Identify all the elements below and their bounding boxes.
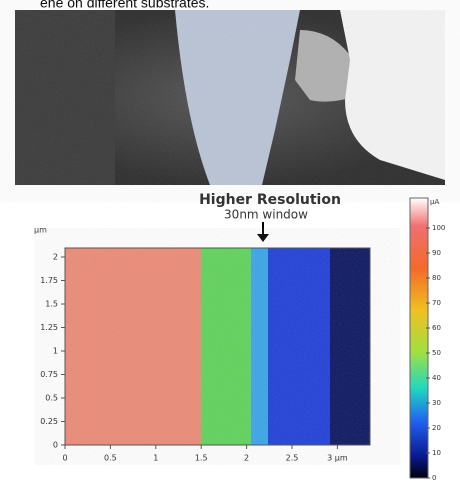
colorbar-tick-label: 70 <box>432 299 441 307</box>
y-tick-label: 2 <box>53 253 58 262</box>
arrow <box>257 222 269 242</box>
caption-fragment: ene on different substrates. <box>40 0 209 11</box>
x-tick-label: 0.5 <box>104 454 117 463</box>
y-tick-label: 1.5 <box>45 300 58 309</box>
x-tick-label: 1 <box>153 454 158 463</box>
colorbar-tick-label: 20 <box>432 424 441 432</box>
colorbar-tick-label: 90 <box>432 249 441 257</box>
x-tick-label: 0 <box>62 454 67 463</box>
colorbar-unit: μA <box>430 198 439 206</box>
colorbar-tick-label: 80 <box>432 274 441 282</box>
colorbar-tick-label: 10 <box>432 449 441 457</box>
colorbar-tick-label: 50 <box>432 349 441 357</box>
x-tick-label: 2 <box>244 454 249 463</box>
colorbar-tick-label: 40 <box>432 374 441 382</box>
colorbar <box>409 197 429 479</box>
y-tick-label: 1 <box>53 347 58 356</box>
y-tick-label: 0.75 <box>40 370 58 379</box>
y-tick-label: 0.25 <box>40 417 58 426</box>
x-tick-label: 3 μm <box>327 454 348 463</box>
y-tick-label: 1.75 <box>40 276 58 285</box>
colorbar-tick-label: 30 <box>432 399 441 407</box>
figure-title: Higher Resolution <box>199 192 341 208</box>
y-tick-label: 0.5 <box>45 394 58 403</box>
colorbar-tick-label: 0 <box>432 474 436 482</box>
colorbar-tick-label: 60 <box>432 324 441 332</box>
y-tick-label: 0 <box>53 441 58 450</box>
y-tick-label: 1.25 <box>40 323 58 332</box>
y-unit: μm <box>34 226 47 235</box>
x-tick-label: 1.5 <box>195 454 208 463</box>
colorbar-tick-label: 100 <box>432 224 445 232</box>
x-tick-label: 2.5 <box>286 454 299 463</box>
heatmap <box>64 247 371 446</box>
photo <box>15 10 445 185</box>
figure-subtitle: 30nm window <box>224 208 308 222</box>
